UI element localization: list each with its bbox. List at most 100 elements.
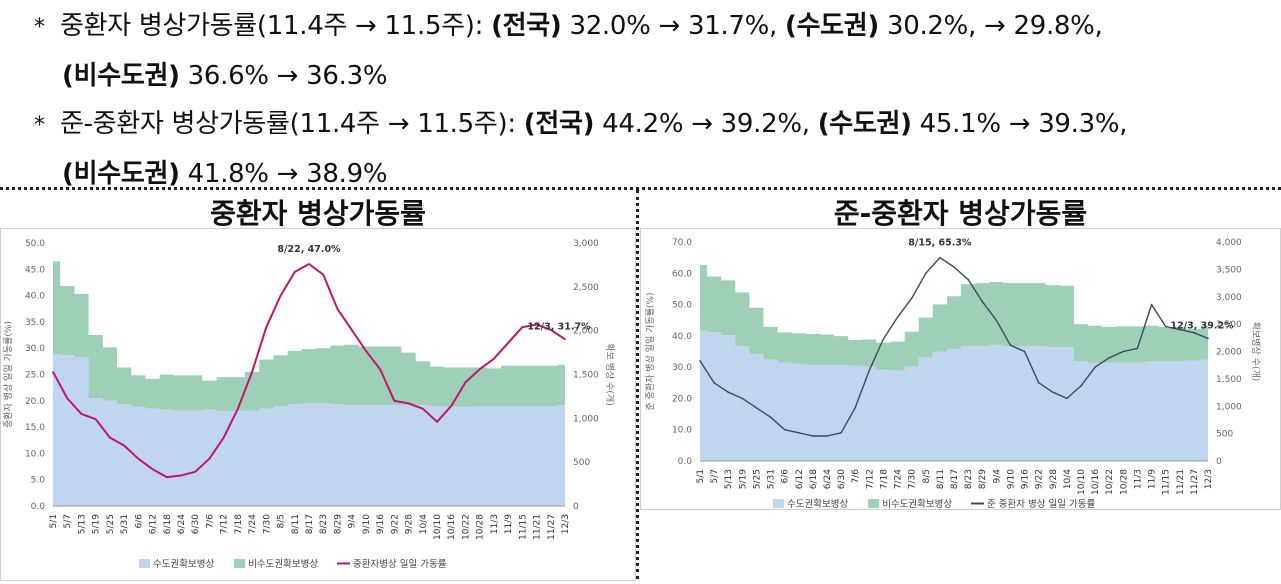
y-tick-label: 50.0 [25, 239, 45, 249]
occupancy-point [365, 350, 367, 352]
x-tick-label: 9/28 [1049, 469, 1059, 489]
y-tick-label: 30.0 [672, 363, 692, 373]
y2-tick-label: 2,500 [1216, 320, 1242, 330]
occupancy-point [464, 381, 467, 384]
y2-tick-label: 0 [573, 502, 579, 512]
occupancy-point [237, 407, 239, 410]
occupancy-point [699, 360, 701, 362]
occupancy-point [549, 328, 552, 331]
x-tick-label: 5/31 [767, 469, 777, 489]
occupancy-point [52, 371, 54, 373]
x-tick-label: 8/17 [305, 514, 315, 534]
occupancy-point [1009, 344, 1012, 347]
y-tick-label: 0.0 [31, 502, 46, 512]
occupancy-point [436, 421, 438, 423]
occupancy-point [208, 457, 211, 460]
x-tick-label: 8/17 [950, 469, 960, 489]
x-tick-label: 5/1 [49, 514, 59, 528]
occupancy-point [1037, 381, 1040, 384]
legend-swatch [139, 559, 150, 568]
x-tick-label: 5/1 [696, 469, 706, 483]
occupancy-point [1023, 350, 1026, 353]
occupancy-point [812, 435, 814, 437]
x-tick-label: 10/10 [433, 514, 443, 540]
x-tick-label: 9/16 [1021, 469, 1031, 489]
occupancy-point [1051, 391, 1054, 393]
bullet-2-line-2: (비수도권) 41.8% → 38.9% [34, 150, 1274, 198]
x-tick-label: 8/23 [964, 469, 974, 489]
legend-label: 비수도권확보병상 [248, 558, 318, 570]
legend-label: 수도권확보병상 [153, 558, 214, 570]
summary-bullets: * 중환자 병상가동률(11.4주 → 11.5주): (전국) 32.0% → … [34, 2, 1274, 198]
occupancy-point [1066, 397, 1068, 400]
occupancy-point [910, 297, 913, 300]
area-metro-beds [700, 330, 1208, 461]
x-tick-label: 9/10 [1006, 469, 1016, 489]
y2-tick-label: 1,500 [573, 371, 599, 381]
x-tick-label: 8/23 [319, 514, 329, 534]
x-tick-label: 12/3 [1204, 469, 1214, 489]
occupancy-point [493, 357, 495, 360]
legend-label: 준 중환자 병상 일일 가동률 [987, 498, 1095, 509]
bullet-1-value-1: 32.0% → 31.7%, [561, 11, 785, 41]
occupancy-point [407, 402, 410, 405]
x-tick-label: 10/22 [461, 514, 471, 540]
bullet-1-value-2: 30.2%, → 29.8%, [879, 11, 1103, 41]
x-tick-label: 6/18 [809, 469, 819, 489]
occupancy-point [868, 369, 871, 372]
occupancy-point [1150, 303, 1153, 306]
occupancy-point [939, 256, 941, 259]
x-tick-label: 5/19 [92, 514, 102, 534]
y2-tick-label: 1,000 [1216, 402, 1242, 412]
x-tick-label: 10/4 [1063, 469, 1073, 489]
occupancy-point [924, 272, 927, 275]
x-tick-label: 10/28 [476, 514, 486, 540]
x-tick-label: 11/3 [490, 514, 500, 534]
x-tick-label: 6/30 [191, 514, 201, 534]
occupancy-point [308, 263, 310, 265]
y-tick-label: 40.0 [672, 332, 692, 342]
y-tick-label: 25.0 [25, 371, 45, 381]
occupancy-point [1193, 331, 1195, 334]
x-tick-label: 7/24 [248, 514, 258, 534]
occupancy-point [521, 326, 524, 328]
bullet-star: * [34, 15, 45, 40]
x-tick-label: 6/18 [163, 514, 173, 534]
x-tick-label: 10/16 [1091, 469, 1101, 495]
bullet-star: * [34, 113, 45, 138]
occupancy-point [80, 413, 83, 415]
y-tick-label: 15.0 [25, 423, 45, 433]
chart-title-semi-icu: 준-중환자 병상가동률 [833, 197, 1088, 230]
x-tick-label: 5/7 [63, 514, 73, 528]
occupancy-point [1122, 350, 1125, 353]
y2-tick-label: 0 [1216, 457, 1222, 467]
x-tick-label: 11/15 [518, 514, 528, 540]
occupancy-point [66, 397, 69, 399]
occupancy-point [350, 328, 353, 331]
occupancy-point [854, 407, 857, 409]
icu-occupancy-chart: 0.0 5.0 10.0 15.0 20.0 25.0 30.0 35.0 40.0 45.0 50… [2, 239, 616, 570]
occupancy-point [421, 407, 424, 410]
bullet-1-line-2: (비수도권) 36.6% → 36.3% [34, 52, 1274, 100]
area-nonmetro-beds [700, 264, 1208, 371]
x-tick-label: 11/3 [1133, 469, 1143, 489]
x-tick-label: 11/27 [1190, 469, 1200, 495]
bullet-2-value-1: 44.2% → 39.2%, [594, 109, 818, 139]
bullet-2-value-3: 41.8% → 38.9% [179, 159, 388, 189]
bullet-1-region-2: (수도권) [784, 11, 880, 41]
occupancy-point [165, 476, 168, 478]
x-tick-label: 7/18 [879, 469, 889, 489]
occupancy-point [450, 405, 453, 407]
occupancy-point [995, 319, 998, 322]
chart-panel-semi-icu: 0.0 10.0 20.0 30.0 40.0 50.0 60.0 70.0 0 500 1,000… [640, 228, 1281, 510]
legend-label: 비수도권확보병상 [882, 498, 952, 509]
x-tick-label: 5/7 [710, 469, 720, 483]
x-tick-label: 10/22 [1105, 469, 1115, 495]
x-tick-label: 6/6 [781, 469, 791, 484]
occupancy-point [222, 436, 225, 439]
chart-panel-icu: 0.0 5.0 10.0 15.0 20.0 25.0 30.0 35.0 40.0 45.0 50… [0, 228, 636, 581]
y2-tick-label: 3,500 [1216, 265, 1242, 275]
y-tick-label: 35.0 [25, 318, 45, 328]
occupancy-point [265, 326, 268, 328]
x-tick-label: 5/25 [106, 514, 116, 534]
